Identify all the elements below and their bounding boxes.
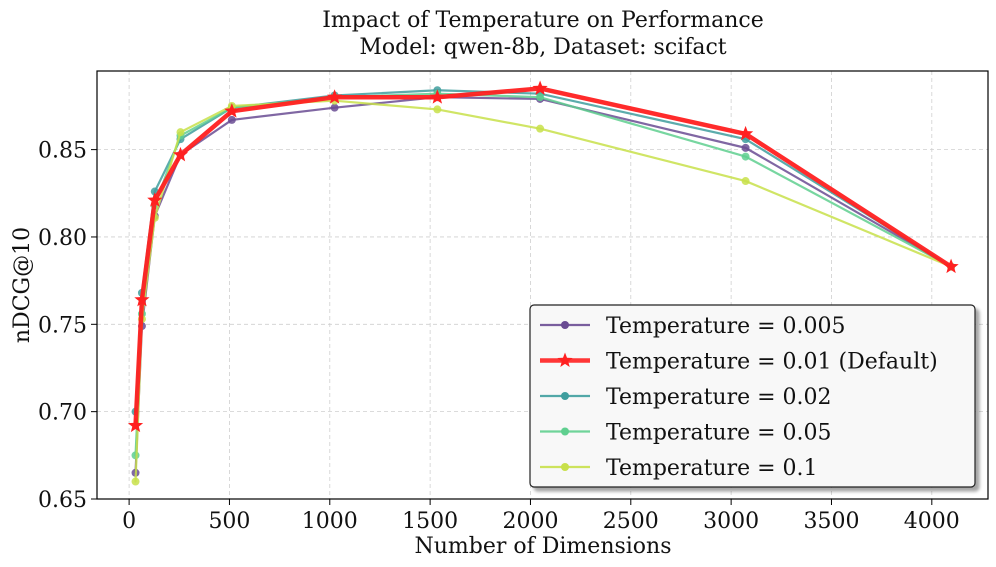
legend-swatch-marker: [561, 321, 569, 329]
data-point: [176, 128, 185, 137]
data-point: [536, 124, 545, 133]
y-axis-label: nDCG@10: [10, 227, 35, 343]
chart-subtitle: Model: qwen-8b, Dataset: scifact: [359, 35, 726, 60]
legend-item-1: Temperature = 0.01 (Default): [540, 350, 938, 375]
legend-swatch-marker: [561, 463, 569, 471]
plot-frame: [96, 70, 989, 500]
legend-swatch-marker: [557, 352, 573, 367]
legend-item-0: Temperature = 0.005: [540, 314, 846, 339]
data-point: [741, 152, 750, 161]
data-point: [532, 80, 548, 95]
legend-swatch-marker: [561, 392, 569, 400]
data-point: [224, 103, 240, 118]
y-tick-label: 0.75: [38, 313, 87, 338]
y-axis-ticks: 0.65 0.70 0.75 0.80 0.85: [38, 139, 97, 513]
data-point: [943, 258, 959, 274]
data-point: [172, 146, 189, 162]
data-point: [127, 417, 144, 433]
x-axis-ticks: 0 500 1000 1500 2000 2500 3000 3500 4000: [122, 499, 960, 534]
legend-label: Temperature = 0.1: [606, 456, 818, 481]
x-tick-label: 500: [208, 509, 250, 534]
x-tick-label: 1000: [302, 509, 358, 534]
data-point: [147, 192, 163, 207]
data-point: [227, 115, 236, 124]
data-point: [433, 105, 442, 114]
data-point: [330, 103, 339, 112]
series-layer: [127, 80, 959, 486]
x-tick-label: 2000: [502, 509, 558, 534]
legend-label: Temperature = 0.02: [606, 385, 832, 410]
legend-box: [529, 304, 976, 488]
y-tick-label: 0.85: [38, 139, 87, 164]
chart-title: Impact of Temperature on Performance: [322, 8, 764, 33]
x-tick-label: 0: [122, 509, 136, 534]
x-tick-label: 1500: [402, 509, 458, 534]
legend-label: Temperature = 0.005: [606, 314, 846, 339]
y-tick-label: 0.80: [38, 226, 87, 251]
legend-item-2: Temperature = 0.02: [540, 385, 832, 410]
x-axis-label: Number of Dimensions: [414, 534, 671, 559]
data-point: [741, 177, 750, 186]
y-tick-label: 0.70: [38, 401, 87, 426]
legend-label: Temperature = 0.05: [606, 421, 832, 446]
legend-item-3: Temperature = 0.05: [540, 421, 832, 446]
data-point: [134, 291, 150, 307]
x-tick-label: 2500: [603, 509, 659, 534]
data-point: [131, 477, 140, 486]
data-point: [429, 89, 445, 104]
legend: Temperature = 0.005 Temperature = 0.01 (D…: [529, 304, 976, 488]
x-tick-label: 4000: [904, 509, 960, 534]
legend-label: Temperature = 0.01 (Default): [606, 350, 938, 375]
data-point: [536, 93, 545, 102]
data-point: [737, 125, 754, 141]
legend-swatch-marker: [561, 427, 569, 436]
data-point: [326, 89, 343, 104]
series-line: [133, 86, 954, 428]
legend-item-4: Temperature = 0.1: [540, 456, 818, 481]
series-1: [127, 80, 959, 433]
y-tick-label: 0.65: [38, 488, 87, 513]
x-tick-label: 3500: [803, 509, 859, 534]
data-point: [741, 143, 750, 152]
x-tick-label: 3000: [703, 509, 759, 534]
